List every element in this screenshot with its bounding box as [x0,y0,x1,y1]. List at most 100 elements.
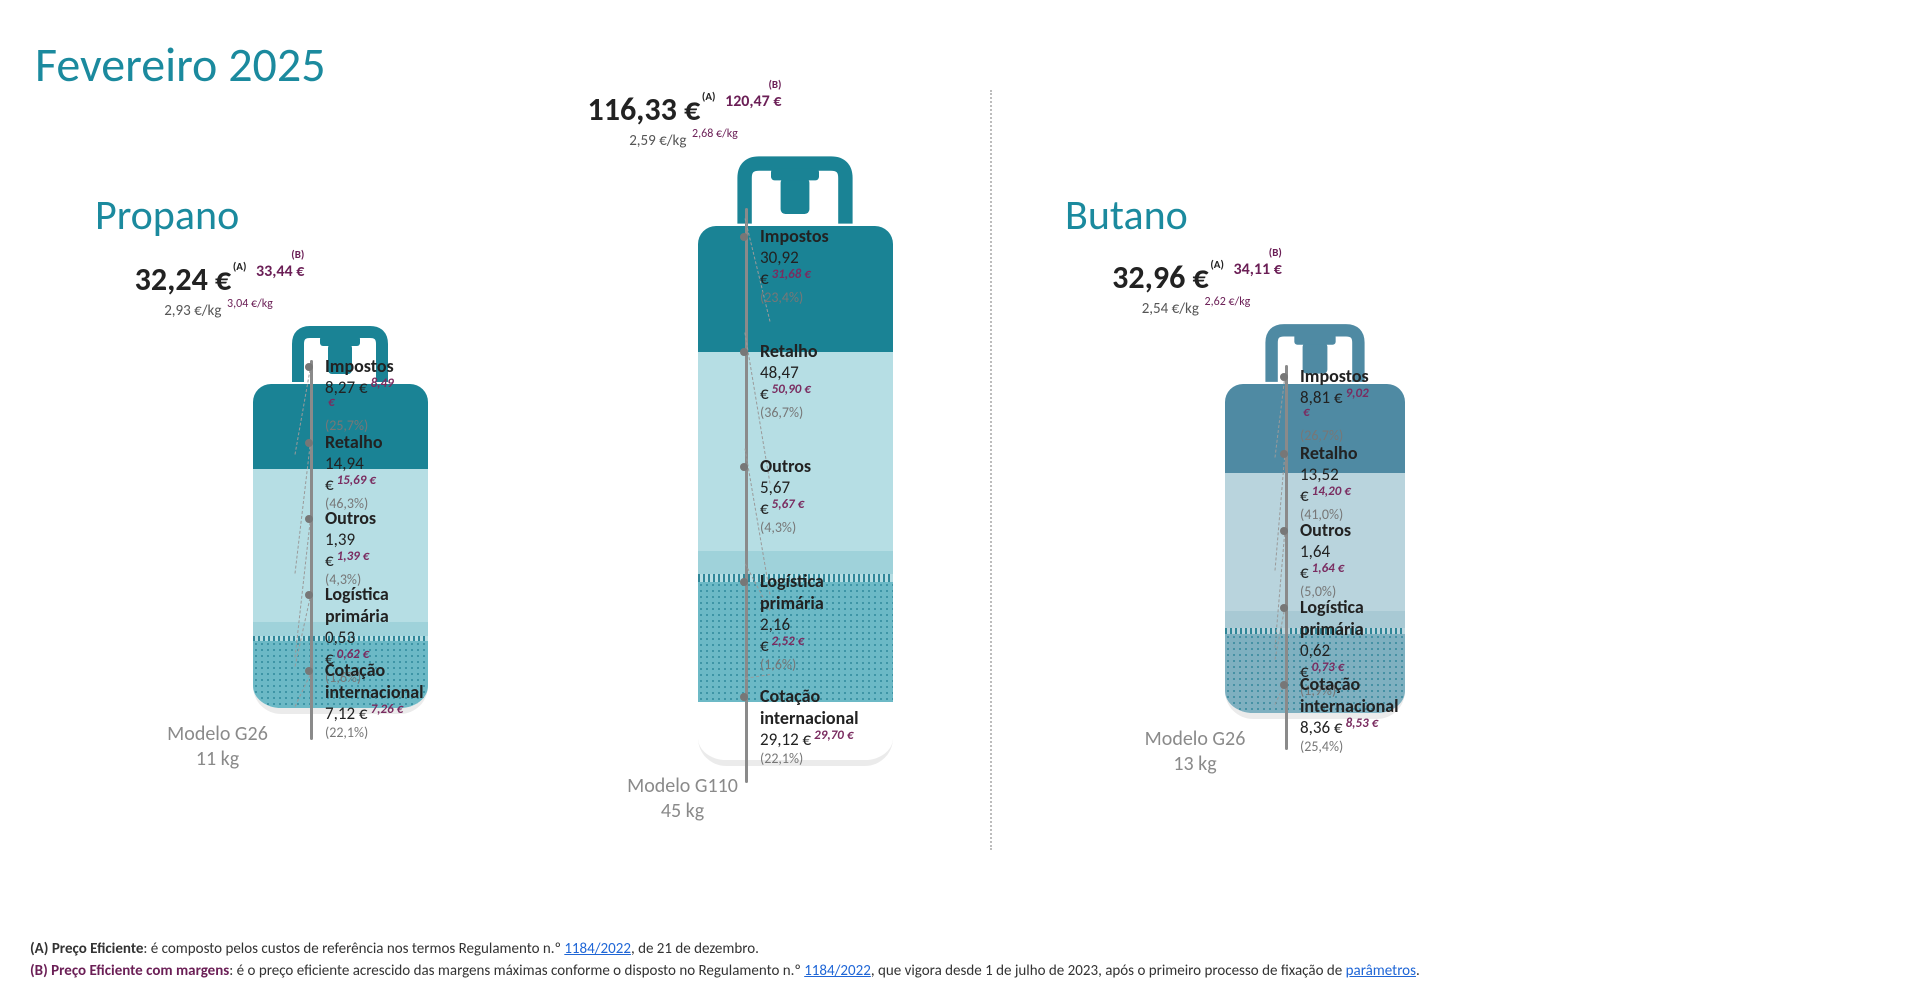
model-label: Modelo G2613 kg [1075,727,1315,777]
model-label: Modelo G2611 kg [100,722,335,772]
breakdown-item: Impostos 8,81 €9,02 € (26,7%) [1300,365,1369,444]
footnote-b-mid: , que vigora desde 1 de julho de 2023, a… [871,962,1346,980]
breakdown-pct: (36,7%) [760,404,818,421]
tick-icon [740,348,748,356]
model-label: Modelo G11045 kg [555,774,810,824]
breakdown-value-b: 15,69 € [337,473,376,488]
breakdown-item: Retalho 48,47 €50,90 € (36,7%) [760,340,818,421]
price-a-label: (A) [1210,258,1224,271]
footnote-b-link[interactable]: 1184/2022 [804,962,871,980]
footnote-b-label: (B) Preço Eficiente com margens [30,962,229,980]
breakdown-value-a: 29,12 € [760,729,811,750]
breakdown-item: Cotação internacional 8,36 €8,53 € (25,4… [1300,673,1399,755]
breakdown-item: Retalho 13,52 €14,20 € (41,0%) [1300,442,1358,523]
model-weight: 11 kg [100,747,335,772]
price-b: 34,11 € [1234,260,1282,279]
breakdown-label: Retalho [1300,442,1358,464]
breakdown-value-b: 7,26 € [371,702,404,717]
breakdown-value-b: 1,64 € [1312,561,1345,576]
price-per-kg-a: 2,93 €/kg [164,302,221,320]
breakdown-item: Outros 1,39 €1,39 € (4,3%) [325,507,376,588]
breakdown-pct: (4,3%) [760,519,811,536]
price-per-kg-a: 2,59 €/kg [629,132,686,150]
breakdown-label: Outros [1300,519,1351,541]
footnote-b-tail: . [1416,962,1420,980]
tick-icon [305,363,313,371]
footnote-b: (B) Preço Eficiente com margens: é o pre… [30,962,1420,980]
breakdown-value-b: 8,53 € [1346,716,1379,731]
price-b-label: (B) [1269,246,1282,259]
breakdown-label: Outros [760,455,811,477]
breakdown-axis [310,360,313,740]
price-b: 33,44 € [256,262,304,281]
price-b-label: (B) [291,248,304,261]
breakdown-value-b: 50,90 € [772,382,811,397]
tick-icon [1280,450,1288,458]
price-block: 32,96 € (A) (B) 34,11 € 2,54 €/kg 2,62 €… [1075,258,1315,318]
breakdown-value-b: 5,67 € [772,497,805,512]
footnote-a: (A) Preço Eficiente: é composto pelos cu… [30,940,759,958]
breakdown-item: Outros 5,67 €5,67 € (4,3%) [760,455,811,536]
tick-icon [1280,681,1288,689]
breakdown-label: Impostos [760,225,829,247]
breakdown-value-a: 7,12 € [325,703,368,724]
breakdown-value-b: 14,20 € [1312,484,1351,499]
price-b: 120,47 € [725,92,781,111]
tick-icon [1280,604,1288,612]
footnote-a-tail: , de 21 de dezembro. [631,940,759,958]
breakdown-pct: (22,1%) [760,750,859,767]
model-name: Modelo G110 [555,774,810,799]
footnote-b-link2[interactable]: parâmetros [1346,962,1416,980]
tick-icon [1280,527,1288,535]
breakdown-item: Cotação internacional 29,12 €29,70 € (22… [760,685,859,767]
model-weight: 45 kg [555,799,810,824]
breakdown-label: Outros [325,507,376,529]
breakdown-item: Retalho 14,94 €15,69 € (46,3%) [325,431,383,512]
breakdown-item: Impostos 8,27 €8,49 € (25,7%) [325,355,394,434]
breakdown-label: Impostos [1300,365,1369,387]
model-name: Modelo G26 [100,722,335,747]
breakdown-label: Cotação internacional [325,659,424,703]
breakdown-label: Impostos [325,355,394,377]
breakdown-value-b: 1,39 € [337,549,370,564]
price-b-label: (B) [768,78,781,91]
tick-icon [305,591,313,599]
tick-icon [740,463,748,471]
price-block: 116,33 € (A) (B) 120,47 € 2,59 €/kg 2,68… [555,90,810,150]
footnote-a-link[interactable]: 1184/2022 [564,940,631,958]
model-name: Modelo G26 [1075,727,1315,752]
tick-icon [740,233,748,241]
price-a: 32,96 € [1112,258,1209,297]
breakdown-item: Logística primária 2,16 €2,52 € (1,6%) [760,570,824,673]
breakdown-label: Retalho [760,340,818,362]
breakdown-item: Cotação internacional 7,12 €7,26 € (22,1… [325,659,424,741]
breakdown-label: Logística primária [1300,596,1364,640]
breakdown-axis [1285,365,1288,750]
breakdown-label: Retalho [325,431,383,453]
model-weight: 13 kg [1075,752,1315,777]
section-title-propano: Propano [95,190,239,241]
breakdown-label: Logística primária [325,583,389,627]
breakdown-value-b: 29,70 € [814,728,853,743]
tick-icon [305,515,313,523]
breakdown-value-b: 31,68 € [772,267,811,282]
footnote-b-text: : é o preço eficiente acrescido das marg… [229,962,804,980]
breakdown-item: Outros 1,64 €1,64 € (5,0%) [1300,519,1351,600]
breakdown-pct: (23,4%) [760,289,829,306]
cylinder-handle-icon [735,154,856,231]
breakdown-pct: (22,1%) [325,724,424,741]
price-block: 32,24 € (A) (B) 33,44 € 2,93 €/kg 3,04 €… [100,260,335,320]
price-a: 116,33 € [588,90,701,129]
breakdown-label: Cotação internacional [760,685,859,729]
footnote-a-text: : é composto pelos custos de referência … [143,940,564,958]
footnote-a-label: (A) Preço Eficiente [30,940,143,958]
tick-icon [305,439,313,447]
price-per-kg-b: 2,68 €/kg [692,127,738,141]
breakdown-item: Impostos 30,92 €31,68 € (23,4%) [760,225,829,306]
page-title: Fevereiro 2025 [35,35,326,94]
breakdown-value-a: 8,36 € [1300,717,1343,738]
tick-icon [740,693,748,701]
tick-icon [1280,373,1288,381]
price-a-label: (A) [702,90,716,103]
section-title-butano: Butano [1065,190,1188,241]
